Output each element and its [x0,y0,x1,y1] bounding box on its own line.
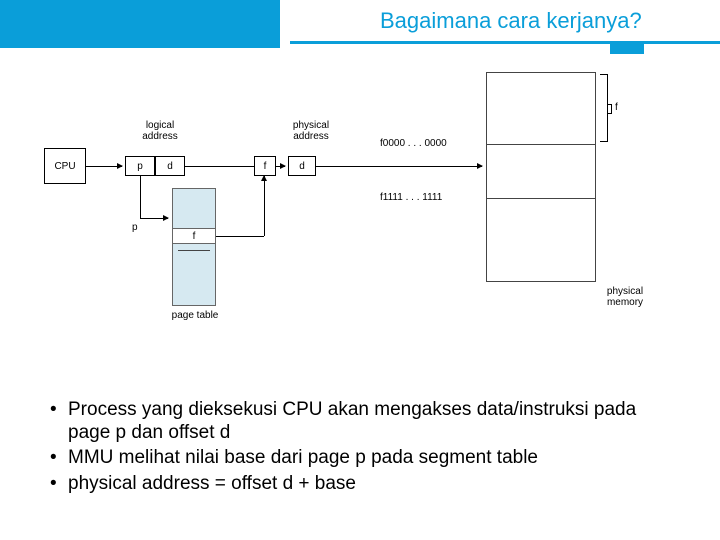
physical-address-label: physical address [286,120,336,142]
page-table-box [172,188,216,306]
edge-f-out-h [216,236,264,237]
header-title-wrap: Bagaimana cara kerjanya? [290,0,720,44]
memory-brace [600,74,608,142]
bullet-item: physical address = offset d + base [46,472,674,495]
bullet-item: Process yang dieksekusi CPU akan mengaks… [46,398,674,444]
slide-header: Bagaimana cara kerjanya? [0,0,720,50]
memory-brace-label: f [615,102,618,113]
header-tab-accent [610,44,644,54]
frame-start-label: f0000 . . . 0000 [380,138,447,149]
cpu-box: CPU [44,148,86,184]
frame-bottom-line [486,198,596,199]
edge-p-into-table [140,218,168,219]
physical-cell-f: f [254,156,276,176]
edge-p-down [140,176,141,218]
logical-address-label: logical address [136,120,184,142]
frame-top-line [486,144,596,145]
physical-cell-d: d [288,156,316,176]
physical-memory-label: physical memory [600,286,650,308]
page-table-row-f: f [173,228,215,244]
page-table-index-p: p [132,222,138,233]
edge-f-up [264,176,265,236]
address-translation-diagram: CPU logical address p d p f page table p… [40,70,680,350]
explanation-bullets: Process yang dieksekusi CPU akan mengaks… [46,398,674,497]
edge-to-memory [316,166,482,167]
logical-cell-p: p [125,156,155,176]
bullet-item: MMU melihat nilai base dari page p pada … [46,446,674,469]
page-table-label: page table [168,310,222,321]
logical-cell-d: d [155,156,185,176]
frame-end-label: f1111 . . . 1111 [380,192,442,203]
page-table-divider [178,250,210,251]
edge-cpu-to-logical [86,166,122,167]
page-title: Bagaimana cara kerjanya? [380,8,642,34]
header-accent-block [0,0,280,48]
physical-memory-box [486,72,596,282]
